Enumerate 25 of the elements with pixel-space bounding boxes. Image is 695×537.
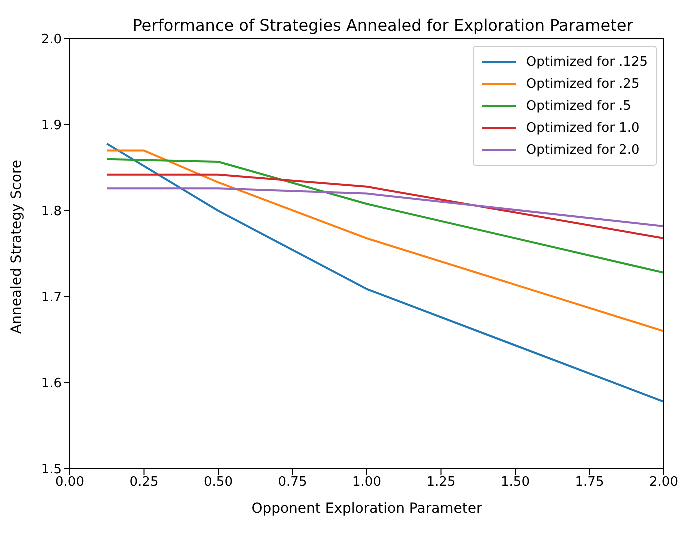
x-tick-label: 1.75 [575, 475, 604, 490]
y-tick-label: 2.0 [41, 32, 62, 48]
x-tick-label: 2.00 [650, 475, 678, 490]
legend-label: Optimized for 1.0 [526, 120, 640, 136]
x-tick-label: 1.50 [501, 475, 530, 490]
x-tick-label: 0.50 [204, 475, 233, 490]
line-series [106, 142, 664, 403]
x-tick-label: 0.75 [278, 475, 308, 490]
legend-label: Optimized for .125 [526, 54, 648, 70]
x-axis-title: Opponent Exploration Parameter [252, 501, 483, 517]
y-tick-label: 1.5 [41, 462, 62, 478]
legend-label: Optimized for 2.0 [526, 142, 640, 158]
legend-label: Optimized for .25 [526, 76, 640, 92]
x-tick-label: 1.25 [426, 475, 456, 490]
y-tick-label: 1.6 [41, 376, 62, 392]
y-tick-label: 1.7 [41, 290, 62, 306]
y-axis-title: Annealed Strategy Score [8, 160, 25, 334]
y-tick-label: 1.8 [41, 204, 62, 220]
line-series [106, 158, 664, 274]
x-tick-label: 1.00 [352, 475, 382, 490]
y-tick-label: 1.9 [41, 118, 62, 134]
x-tick-label: 0.25 [130, 475, 159, 490]
chart-title: Performance of Strategies Annealed for Exploration Parameter [132, 16, 634, 35]
x-tick-label: 0.00 [56, 475, 84, 490]
legend-label: Optimized for .5 [526, 98, 632, 114]
